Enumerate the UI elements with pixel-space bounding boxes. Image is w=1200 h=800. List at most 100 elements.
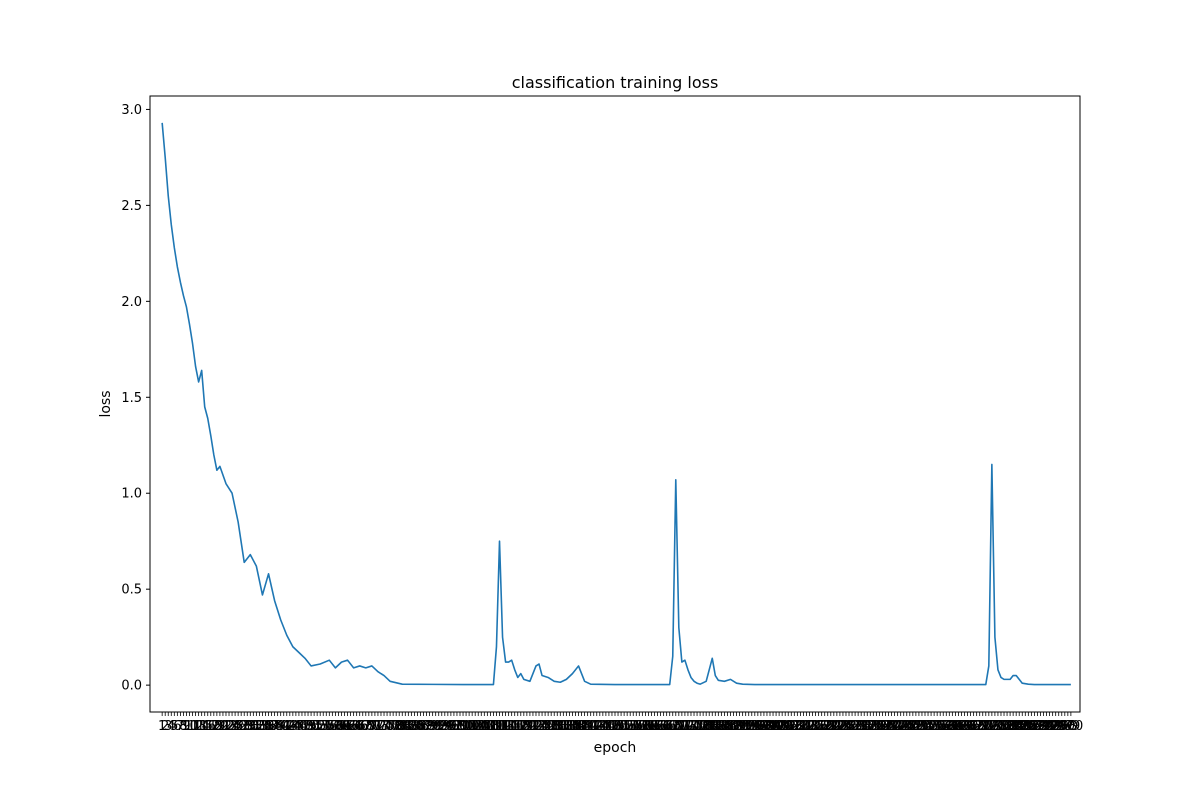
x-tick-label: 137 [563, 719, 588, 734]
x-tick-label: 69 [361, 719, 378, 734]
x-tick-label: 117 [502, 719, 527, 734]
x-tick-label: 97 [446, 719, 463, 734]
x-tick-label: 278 [992, 719, 1017, 734]
x-tick-label: 288 [1022, 719, 1047, 734]
x-tick-label: 259 [934, 719, 959, 734]
x-tick-label: 160 [633, 719, 658, 734]
x-tick-label: 189 [721, 719, 746, 734]
x-tick-label: 127 [533, 719, 558, 734]
x-tick-label: 7 [176, 719, 184, 734]
x-tick-label: 50 [303, 719, 320, 734]
x-tick-label: 265 [952, 719, 977, 734]
x-tick-label: 169 [660, 719, 685, 734]
x-tick-label: 109 [478, 719, 503, 734]
x-tick-label: 174 [676, 719, 701, 734]
x-tick-label: 240 [876, 719, 901, 734]
x-tick-label: 190 [724, 719, 749, 734]
x-tick-label: 9 [182, 719, 190, 734]
x-tick-label: 6 [173, 719, 181, 734]
x-tick-label: 128 [536, 719, 561, 734]
x-tick-label: 162 [639, 719, 664, 734]
x-tick-label: 87 [415, 719, 432, 734]
x-tick-label: 76 [382, 719, 399, 734]
x-tick-label: 120 [511, 719, 536, 734]
x-tick-label: 219 [812, 719, 837, 734]
x-tick-label: 12 [187, 719, 204, 734]
x-tick-label: 150 [603, 719, 628, 734]
x-tick-label: 249 [903, 719, 928, 734]
x-tick-label: 232 [852, 719, 877, 734]
x-tick-label: 183 [703, 719, 728, 734]
x-tick-label: 91 [427, 719, 444, 734]
x-tick-label: 209 [782, 719, 807, 734]
x-tick-label: 175 [679, 719, 704, 734]
x-tick-label: 15 [196, 719, 213, 734]
x-tick-label: 123 [521, 719, 546, 734]
x-tick-label: 192 [730, 719, 755, 734]
x-tick-label: 33 [251, 719, 268, 734]
x-tick-label: 31 [245, 719, 262, 734]
x-tick-label: 83 [403, 719, 420, 734]
x-tick-label: 43 [282, 719, 299, 734]
x-tick-label: 149 [600, 719, 625, 734]
x-tick-label: 70 [364, 719, 381, 734]
x-tick-label: 71 [367, 719, 384, 734]
x-tick-label: 225 [831, 719, 856, 734]
x-tick-label: 228 [840, 719, 865, 734]
x-tick-label: 279 [995, 719, 1020, 734]
x-tick-label: 268 [961, 719, 986, 734]
x-tick-label: 3 [164, 719, 172, 734]
x-tick-label: 139 [569, 719, 594, 734]
x-tick-label: 239 [873, 719, 898, 734]
x-tick-label: 248 [900, 719, 925, 734]
x-tick-label: 218 [809, 719, 834, 734]
x-tick-label: 238 [870, 719, 895, 734]
x-tick-label: 280 [998, 719, 1023, 734]
x-tick-label: 272 [973, 719, 998, 734]
x-tick-label: 257 [928, 719, 953, 734]
x-tick-label: 158 [627, 719, 652, 734]
x-tick-label: 130 [542, 719, 567, 734]
x-tick-label: 234 [858, 719, 883, 734]
x-tick-label: 191 [727, 719, 752, 734]
x-tick-label: 292 [1034, 719, 1059, 734]
x-tick-label: 196 [742, 719, 767, 734]
x-tick-label: 147 [593, 719, 618, 734]
x-tick-label: 61 [336, 719, 353, 734]
loss-series-line [161, 122, 1071, 686]
x-tick-label: 121 [514, 719, 539, 734]
x-tick-label: 273 [976, 719, 1001, 734]
x-tick-label: 241 [879, 719, 904, 734]
x-tick-label: 208 [779, 719, 804, 734]
x-tick-label: 184 [706, 719, 731, 734]
x-tick-label: 53 [312, 719, 329, 734]
x-tick-label: 247 [897, 719, 922, 734]
x-tick-label: 262 [943, 719, 968, 734]
x-tick-label: 286 [1016, 719, 1041, 734]
x-tick-label: 244 [888, 719, 913, 734]
x-tick-label: 213 [794, 719, 819, 734]
x-tick-label: 166 [651, 719, 676, 734]
x-tick-label: 236 [864, 719, 889, 734]
x-tick-label: 29 [239, 719, 256, 734]
x-tick-label: 266 [955, 719, 980, 734]
x-tick-label: 223 [824, 719, 849, 734]
x-tick-label: 80 [394, 719, 411, 734]
x-tick-label: 66 [351, 719, 368, 734]
x-tick-label: 202 [761, 719, 786, 734]
x-tick-label: 140 [572, 719, 597, 734]
x-tick-label: 74 [376, 719, 393, 734]
x-tick-label: 129 [539, 719, 564, 734]
x-tick-label: 207 [776, 719, 801, 734]
x-tick-label: 81 [397, 719, 414, 734]
x-tick-label: 212 [791, 719, 816, 734]
x-tick-label: 291 [1031, 719, 1056, 734]
x-tick-label: 14 [193, 719, 210, 734]
x-tick-label: 143 [581, 719, 606, 734]
y-tick-label: 0.5 [121, 583, 142, 598]
x-tick-label: 54 [315, 719, 332, 734]
x-tick-label: 30 [242, 719, 259, 734]
x-tick-label: 105 [466, 719, 491, 734]
x-tick-label: 20 [212, 719, 229, 734]
x-tick-label: 112 [487, 719, 512, 734]
